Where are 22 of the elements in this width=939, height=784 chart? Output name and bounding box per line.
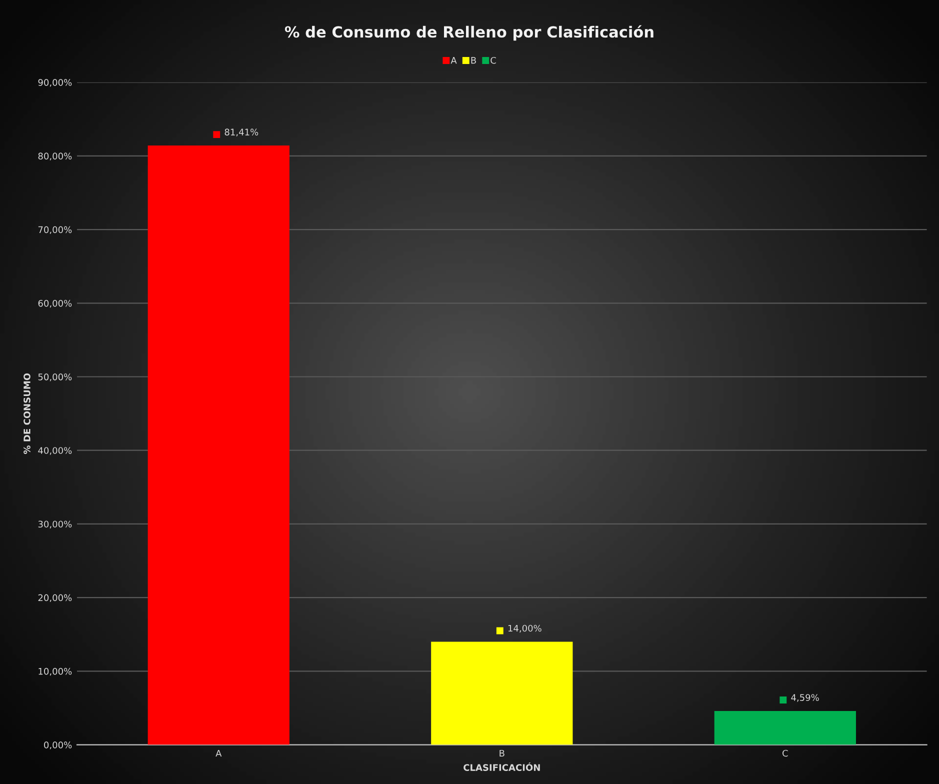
legend-label: A — [450, 57, 457, 64]
data-label: 4,59% — [791, 694, 819, 702]
y-tick-label: 40,00% — [38, 447, 72, 455]
y-tick-label: 90,00% — [38, 79, 72, 87]
y-tick-label: 60,00% — [38, 300, 72, 308]
y-axis-title: % DE CONSUMO — [24, 373, 30, 454]
data-label: 14,00% — [508, 624, 542, 633]
y-tick-label: 80,00% — [38, 152, 72, 160]
x-axis-title: CLASIFICACIÓN — [464, 762, 540, 771]
legend-label: C — [490, 56, 496, 64]
x-tick-label: C — [782, 750, 788, 757]
y-tick-label: 0,00% — [44, 742, 72, 750]
y-tick-label: 70,00% — [38, 226, 72, 234]
legend-label: B — [471, 57, 476, 64]
chart-title: % de Consumo de Relleno por Clasificación — [284, 25, 654, 41]
x-tick-label: A — [216, 750, 222, 757]
y-tick-label: 10,00% — [38, 668, 72, 676]
y-tick-label: 20,00% — [38, 594, 72, 602]
x-tick-label: B — [500, 750, 504, 757]
y-tick-label: 30,00% — [38, 520, 72, 528]
data-label: 81,41% — [224, 128, 258, 136]
y-tick-label: 50,00% — [38, 373, 72, 382]
